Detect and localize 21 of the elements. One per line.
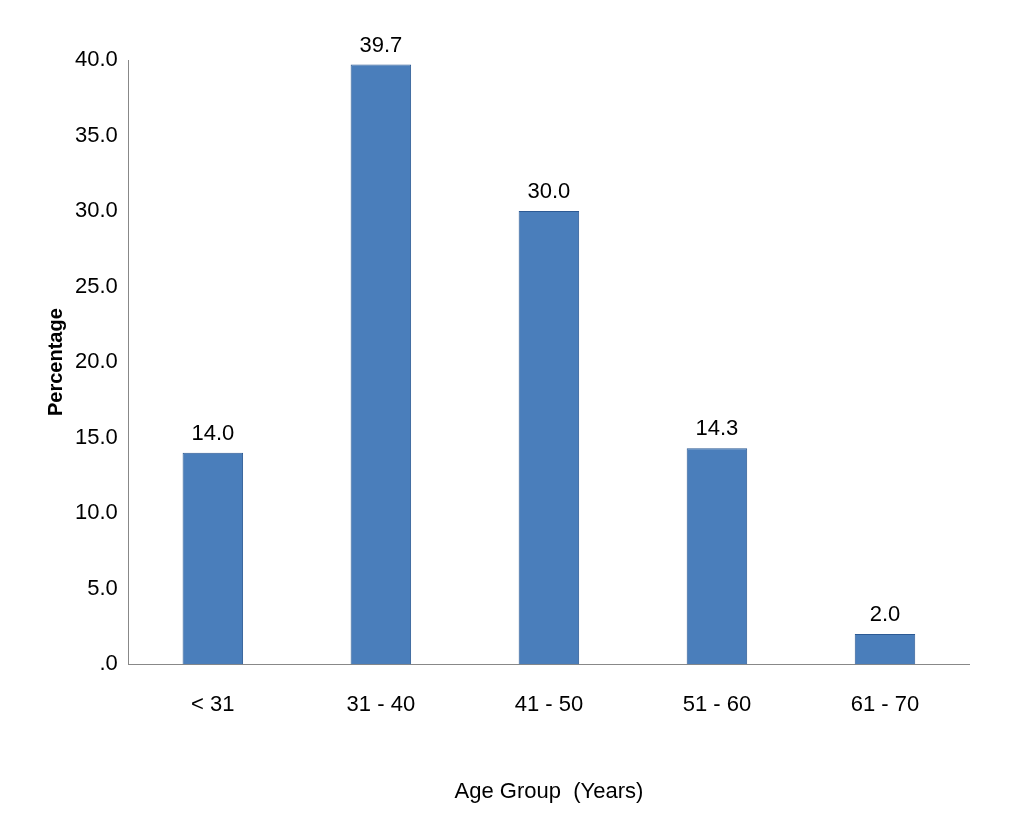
x-tick-label: < 31: [191, 691, 235, 717]
y-axis-title: Percentage: [43, 308, 66, 417]
data-label: 30.0: [527, 178, 571, 204]
data-label: 39.7: [359, 31, 403, 57]
y-tick-label: 15.0: [74, 423, 118, 449]
y-tick-label: 25.0: [74, 272, 118, 298]
y-tick-label: 20.0: [74, 348, 118, 374]
x-tick-label: 51 - 60: [682, 691, 752, 717]
y-tick-label: 40.0: [74, 46, 118, 72]
data-label: 14.0: [191, 419, 235, 445]
data-label: 2.0: [869, 601, 901, 627]
x-tick-label: 31 - 40: [346, 691, 416, 717]
y-tick-label: 30.0: [74, 197, 118, 223]
x-axis-title: Age Group (Years): [454, 777, 644, 803]
x-tick-label: 61 - 70: [850, 691, 920, 717]
y-tick-label: .0: [99, 650, 118, 676]
x-tick-label: 41 - 50: [514, 691, 584, 717]
data-label: 14.3: [695, 415, 739, 441]
y-tick-label: 10.0: [74, 499, 118, 525]
y-tick-label: 35.0: [74, 121, 118, 147]
y-tick-label: 5.0: [87, 574, 118, 600]
